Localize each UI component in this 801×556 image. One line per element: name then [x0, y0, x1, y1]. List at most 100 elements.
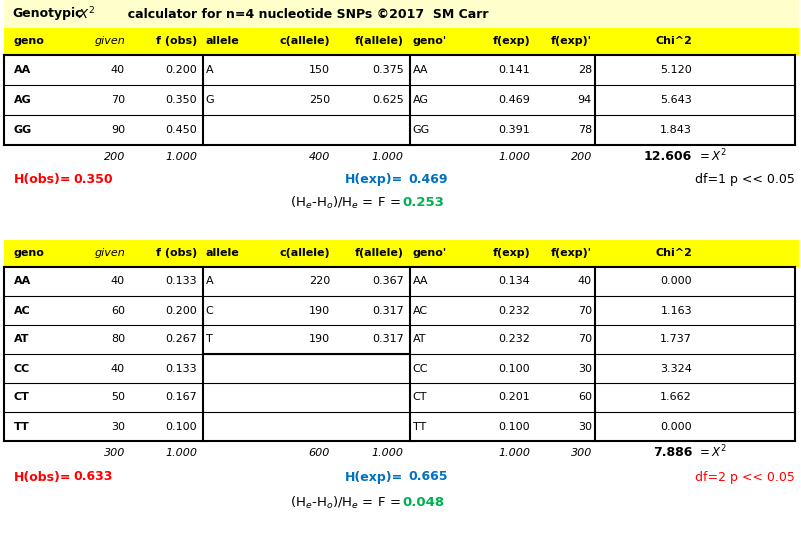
Text: df=1 p << 0.05: df=1 p << 0.05: [694, 173, 795, 186]
Text: 0.450: 0.450: [165, 125, 197, 135]
Text: AT: AT: [413, 335, 426, 345]
Text: H(exp)=: H(exp)=: [344, 173, 403, 186]
Text: 0.133: 0.133: [166, 364, 197, 374]
Text: 300: 300: [103, 448, 125, 458]
Text: CC: CC: [14, 364, 30, 374]
Text: TT: TT: [413, 421, 426, 431]
Text: 1.163: 1.163: [661, 305, 692, 315]
Text: CT: CT: [413, 393, 427, 403]
Text: $=X^2$: $=X^2$: [693, 444, 727, 461]
Text: 0.201: 0.201: [498, 393, 530, 403]
Text: 600: 600: [308, 448, 330, 458]
Text: geno': geno': [413, 249, 447, 259]
Text: 0.100: 0.100: [499, 421, 530, 431]
Text: AG: AG: [14, 95, 31, 105]
Text: 0.625: 0.625: [372, 95, 404, 105]
Text: 5.120: 5.120: [660, 65, 692, 75]
Text: 0.350: 0.350: [74, 173, 113, 186]
Text: allele: allele: [206, 37, 239, 47]
Text: GG: GG: [14, 125, 32, 135]
Text: 70: 70: [578, 335, 592, 345]
Text: f(exp)': f(exp)': [551, 249, 592, 259]
Text: Chi^2: Chi^2: [655, 249, 692, 259]
Text: 30: 30: [111, 421, 125, 431]
Text: f (obs): f (obs): [156, 249, 197, 259]
Text: 40: 40: [111, 364, 125, 374]
Text: f (obs): f (obs): [156, 37, 197, 47]
Text: 0.317: 0.317: [372, 335, 404, 345]
Text: Chi^2: Chi^2: [655, 37, 692, 47]
Text: CC: CC: [413, 364, 428, 374]
Text: 80: 80: [111, 335, 125, 345]
Text: 94: 94: [578, 95, 592, 105]
Text: df=2 p << 0.05: df=2 p << 0.05: [694, 470, 795, 484]
Text: geno: geno: [14, 37, 45, 47]
Text: 0.253: 0.253: [402, 196, 444, 209]
Text: (H$_e$-H$_o$)/H$_e$ = F =: (H$_e$-H$_o$)/H$_e$ = F =: [290, 195, 400, 211]
Text: Genotypic: Genotypic: [12, 7, 83, 21]
Text: 60: 60: [578, 393, 592, 403]
Text: given: given: [95, 37, 125, 47]
Text: c(allele): c(allele): [280, 249, 330, 259]
Text: 3.324: 3.324: [660, 364, 692, 374]
Text: 40: 40: [111, 65, 125, 75]
Text: AC: AC: [413, 305, 428, 315]
Text: H(exp)=: H(exp)=: [344, 470, 403, 484]
Text: 78: 78: [578, 125, 592, 135]
Text: 0.000: 0.000: [661, 276, 692, 286]
Text: 0.167: 0.167: [165, 393, 197, 403]
Text: $X^2$: $X^2$: [78, 6, 96, 22]
Text: f(exp): f(exp): [493, 249, 530, 259]
Text: AA: AA: [413, 276, 428, 286]
Text: 1.000: 1.000: [498, 151, 530, 161]
Bar: [4, 55, 799, 145]
Text: 0.367: 0.367: [372, 276, 404, 286]
Text: 0.200: 0.200: [165, 305, 197, 315]
Text: $=X^2$: $=X^2$: [693, 148, 727, 165]
Text: 1.000: 1.000: [165, 151, 197, 161]
Text: 0.100: 0.100: [166, 421, 197, 431]
Text: TT: TT: [14, 421, 30, 431]
Text: 30: 30: [578, 421, 592, 431]
Text: geno: geno: [14, 249, 45, 259]
Text: 250: 250: [309, 95, 330, 105]
Text: 400: 400: [308, 151, 330, 161]
Text: 0.134: 0.134: [498, 276, 530, 286]
Text: 1.662: 1.662: [660, 393, 692, 403]
Text: 200: 200: [103, 151, 125, 161]
Text: 0.633: 0.633: [74, 470, 113, 484]
Text: 1.000: 1.000: [165, 448, 197, 458]
Text: 0.200: 0.200: [165, 65, 197, 75]
Text: 0.000: 0.000: [661, 421, 692, 431]
Text: 200: 200: [570, 151, 592, 161]
Text: A: A: [206, 65, 214, 75]
Text: T: T: [206, 335, 212, 345]
Text: 7.886: 7.886: [653, 446, 692, 459]
Bar: [4, 267, 799, 441]
Text: 0.375: 0.375: [372, 65, 404, 75]
Text: CT: CT: [14, 393, 30, 403]
Text: H(obs)=: H(obs)=: [14, 173, 71, 186]
Text: 70: 70: [578, 305, 592, 315]
Bar: [4, 0, 799, 28]
Text: 0.469: 0.469: [498, 95, 530, 105]
Text: allele: allele: [206, 249, 239, 259]
Text: 0.350: 0.350: [166, 95, 197, 105]
Text: 0.141: 0.141: [498, 65, 530, 75]
Text: c(allele): c(allele): [280, 37, 330, 47]
Text: AG: AG: [413, 95, 429, 105]
Text: 0.317: 0.317: [372, 305, 404, 315]
Text: 0.469: 0.469: [409, 173, 448, 186]
Text: calculator for n=4 nucleotide SNPs ©2017  SM Carr: calculator for n=4 nucleotide SNPs ©2017…: [119, 7, 488, 21]
Text: f(allele): f(allele): [355, 37, 404, 47]
Text: C: C: [206, 305, 214, 315]
Text: 1.000: 1.000: [372, 151, 404, 161]
Text: AC: AC: [14, 305, 30, 315]
Text: AA: AA: [14, 276, 31, 286]
Text: 1.843: 1.843: [660, 125, 692, 135]
Text: 0.133: 0.133: [166, 276, 197, 286]
Text: 28: 28: [578, 65, 592, 75]
Text: 0.048: 0.048: [402, 497, 445, 509]
Text: 1.737: 1.737: [660, 335, 692, 345]
Text: 0.391: 0.391: [498, 125, 530, 135]
